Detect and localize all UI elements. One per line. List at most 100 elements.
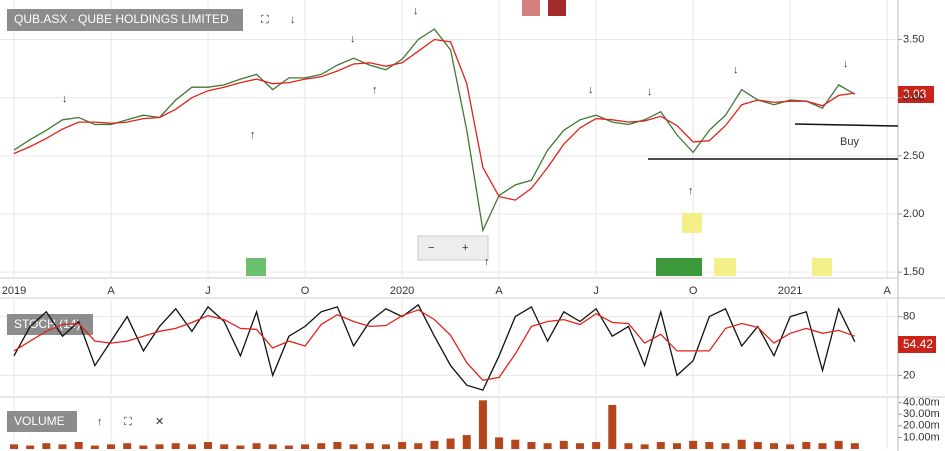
svg-text:↑: ↑ (484, 256, 490, 268)
bar (107, 444, 116, 449)
svg-text:↓: ↓ (588, 84, 594, 96)
bar (365, 443, 374, 449)
bar (414, 443, 423, 449)
close-icon[interactable]: ✕ (155, 416, 164, 428)
chart-title: QUB.ASX - QUBE HOLDINGS LIMITED (14, 12, 229, 26)
bar (495, 437, 504, 449)
bar (349, 444, 358, 449)
bar (204, 442, 213, 449)
y-tick-label: 2.50 (903, 150, 924, 162)
x-tick-label: 2019 (2, 285, 26, 297)
fullscreen-icon[interactable]: ⛶ (124, 416, 132, 428)
bar (252, 443, 261, 449)
bar (802, 442, 811, 449)
marker[interactable] (714, 258, 736, 276)
x-tick-label: O (689, 285, 698, 297)
marker[interactable] (682, 213, 702, 233)
svg-text:↓: ↓ (350, 33, 356, 45)
y-tick-label: 10.00m (903, 431, 940, 443)
bar (90, 445, 99, 449)
bar (705, 442, 714, 449)
signal-arrows: ↓ ↑ ↓ ↑ ↓ ↑ ↓ ↓ ↑ ↓ ↓ (62, 5, 849, 268)
bar (656, 442, 665, 449)
panel-title: STOCH (14) (14, 317, 80, 331)
bar (284, 445, 293, 449)
bar (575, 443, 584, 449)
bar (834, 440, 843, 449)
series-line (13, 28, 856, 233)
up-icon[interactable]: ↑ (97, 416, 103, 428)
bar (381, 444, 390, 449)
marker[interactable] (812, 258, 832, 276)
series-line (13, 303, 856, 391)
x-tick-label: A (107, 285, 115, 297)
svg-text:↑: ↑ (688, 185, 694, 197)
bar (268, 444, 277, 449)
support-line (794, 123, 899, 127)
bar (478, 400, 487, 449)
y-tick-label: 40.00m (903, 397, 940, 409)
zoom-out[interactable]: − (428, 242, 434, 254)
bar (171, 443, 180, 449)
bar (42, 443, 51, 449)
title-box (7, 411, 77, 432)
bar (301, 444, 310, 449)
bar (753, 442, 762, 449)
fullscreen-icon[interactable]: ⛶ (261, 14, 269, 26)
bar (543, 443, 552, 449)
bar (123, 443, 132, 449)
bar (769, 443, 778, 449)
y-tick-label: 80 (903, 311, 915, 323)
bar (462, 435, 471, 449)
bar (689, 440, 698, 449)
bar (317, 443, 326, 449)
bar (737, 439, 746, 449)
bar (187, 444, 196, 449)
marker[interactable] (656, 258, 702, 276)
bar (850, 443, 859, 449)
svg-text:↓: ↓ (413, 5, 419, 17)
bar (640, 444, 649, 449)
bar (559, 440, 568, 449)
y-tick-label: 3.50 (903, 33, 924, 45)
bar (10, 444, 18, 449)
bar (721, 443, 730, 449)
marker[interactable] (246, 258, 266, 276)
y-tick-label: 20.00m (903, 420, 940, 432)
bar (430, 440, 439, 449)
bar (672, 443, 681, 449)
series-line (13, 309, 856, 382)
bar (786, 444, 795, 449)
down-icon[interactable]: ↓ (290, 14, 296, 26)
y-tick-label: 2.00 (903, 208, 924, 220)
x-tick-label: O (301, 285, 310, 297)
svg-text:↑: ↑ (250, 129, 256, 141)
marker[interactable] (548, 0, 566, 16)
x-tick-label: A (495, 285, 503, 297)
svg-text:↓: ↓ (733, 64, 739, 76)
bar (511, 439, 520, 449)
x-tick-label: J (593, 285, 599, 297)
x-tick-label: J (205, 285, 211, 297)
bar (155, 444, 164, 449)
bar (333, 442, 342, 449)
bar (220, 444, 229, 449)
panel-title: VOLUME (14, 414, 65, 428)
zoom-in[interactable]: + (462, 242, 468, 254)
bar (139, 445, 148, 449)
bar (818, 443, 827, 449)
y-tick-label: 20 (903, 369, 915, 381)
bar (527, 442, 536, 449)
bar (446, 438, 455, 449)
y-tick-label: 1.50 (903, 266, 924, 278)
svg-text:↓: ↓ (647, 86, 653, 98)
svg-text:↓: ↓ (62, 93, 68, 105)
y-tick-label: 30.00m (903, 408, 940, 420)
bar (624, 443, 633, 449)
x-tick-label: 2020 (390, 285, 414, 297)
annotation: Buy (840, 136, 859, 148)
stoch-tag (898, 336, 936, 353)
marker[interactable] (522, 0, 540, 16)
